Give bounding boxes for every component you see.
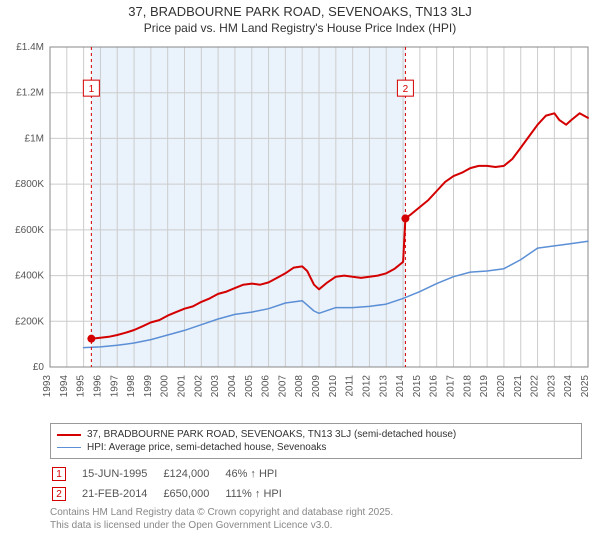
- legend-label: 37, BRADBOURNE PARK ROAD, SEVENOAKS, TN1…: [87, 429, 456, 440]
- y-tick-label: £200K: [15, 316, 44, 327]
- sale-marker-badge-number: 1: [89, 84, 95, 95]
- x-tick-label: 2025: [580, 375, 591, 398]
- x-tick-label: 2024: [563, 375, 574, 398]
- x-tick-label: 2017: [446, 375, 457, 398]
- x-tick-label: 2021: [513, 375, 524, 398]
- marker-date: 21-FEB-2014: [82, 485, 161, 503]
- x-tick-label: 2020: [496, 375, 507, 398]
- x-tick-label: 2005: [244, 375, 255, 398]
- title-main: 37, BRADBOURNE PARK ROAD, SEVENOAKS, TN1…: [10, 4, 590, 19]
- ownership-band: [91, 47, 405, 367]
- y-tick-label: £800K: [15, 179, 44, 190]
- marker-table-row: 1 15-JUN-1995£124,00046% ↑ HPI: [52, 465, 296, 483]
- legend: 37, BRADBOURNE PARK ROAD, SEVENOAKS, TN1…: [50, 423, 582, 459]
- x-tick-label: 2000: [160, 375, 171, 398]
- x-tick-label: 2010: [328, 375, 339, 398]
- marker-badge-icon: 1: [52, 467, 66, 481]
- x-tick-label: 2006: [261, 375, 272, 398]
- x-tick-label: 1993: [42, 375, 53, 398]
- y-tick-label: £600K: [15, 225, 44, 236]
- x-tick-label: 1999: [143, 375, 154, 398]
- x-tick-label: 2003: [210, 375, 221, 398]
- marker-date: 15-JUN-1995: [82, 465, 161, 483]
- sale-markers-table: 1 15-JUN-1995£124,00046% ↑ HPI 2 21-FEB-201…: [50, 463, 298, 505]
- chart: £0 £200K £400K £600K £800K £1M £1.2M £1.4M 1993 1…: [0, 37, 600, 417]
- marker-badge-icon: 2: [52, 487, 66, 501]
- y-tick-label: £1M: [25, 133, 44, 144]
- x-tick-label: 1996: [92, 375, 103, 398]
- chart-container: 37, BRADBOURNE PARK ROAD, SEVENOAKS, TN1…: [0, 0, 600, 532]
- x-tick-label: 1997: [109, 375, 120, 398]
- legend-swatch: [57, 434, 81, 436]
- x-tick-label: 2018: [462, 375, 473, 398]
- footnote-line-1: Contains HM Land Registry data © Crown c…: [50, 507, 582, 520]
- x-tick-label: 2001: [177, 375, 188, 398]
- x-tick-label: 1998: [126, 375, 137, 398]
- x-tick-label: 2016: [429, 375, 440, 398]
- footnote-line-2: This data is licensed under the Open Gov…: [50, 520, 582, 533]
- x-tick-label: 2008: [294, 375, 305, 398]
- x-tick-label: 2004: [227, 375, 238, 398]
- footnote: Contains HM Land Registry data © Crown c…: [50, 507, 582, 532]
- x-tick-label: 2007: [277, 375, 288, 398]
- chart-svg: £0 £200K £400K £600K £800K £1M £1.2M £1.4M 1993 1…: [0, 37, 600, 417]
- marker-delta: 46% ↑ HPI: [225, 465, 295, 483]
- x-tick-label: 2015: [412, 375, 423, 398]
- x-tick-label: 1994: [59, 375, 70, 398]
- sale-marker-dot: [401, 214, 409, 222]
- marker-table-row: 2 21-FEB-2014£650,000111% ↑ HPI: [52, 485, 296, 503]
- y-tick-label: £400K: [15, 271, 44, 282]
- titles-block: 37, BRADBOURNE PARK ROAD, SEVENOAKS, TN1…: [0, 0, 600, 37]
- y-tick-label: £1.2M: [16, 88, 44, 99]
- x-tick-label: 2019: [479, 375, 490, 398]
- marker-price: £650,000: [163, 485, 223, 503]
- x-tick-label: 2009: [311, 375, 322, 398]
- sale-marker-badge-number: 2: [403, 84, 409, 95]
- legend-label: HPI: Average price, semi-detached house,…: [87, 442, 326, 453]
- x-tick-label: 2012: [361, 375, 372, 398]
- y-tick-label: £1.4M: [16, 42, 44, 53]
- x-tick-label: 2023: [546, 375, 557, 398]
- x-tick-label: 2002: [193, 375, 204, 398]
- marker-delta: 111% ↑ HPI: [225, 485, 295, 503]
- x-tick-label: 2014: [395, 375, 406, 398]
- y-tick-label: £0: [33, 362, 45, 373]
- x-tick-label: 2022: [530, 375, 541, 398]
- legend-row: HPI: Average price, semi-detached house,…: [57, 441, 575, 454]
- legend-row: 37, BRADBOURNE PARK ROAD, SEVENOAKS, TN1…: [57, 428, 575, 441]
- title-sub: Price paid vs. HM Land Registry's House …: [10, 21, 590, 35]
- marker-price: £124,000: [163, 465, 223, 483]
- x-tick-label: 1995: [76, 375, 87, 398]
- x-tick-label: 2011: [345, 375, 356, 397]
- sale-marker-dot: [87, 335, 95, 343]
- legend-swatch: [57, 447, 81, 448]
- x-tick-label: 2013: [378, 375, 389, 398]
